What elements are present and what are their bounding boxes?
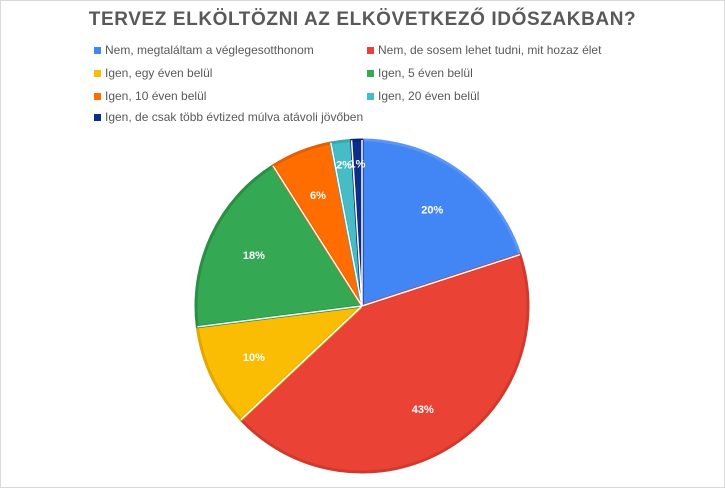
slice-separator (272, 165, 363, 307)
slice-separator (361, 253, 521, 307)
slice-label: 2% (336, 159, 352, 171)
legend-item: Nem, megtaláltam a véglegesotthonom (94, 43, 314, 57)
pie-slice (194, 164, 364, 329)
slice-separator (330, 142, 363, 307)
slice-label: 43% (412, 404, 434, 416)
legend-item: Igen, 20 éven belül (367, 89, 479, 103)
pie-slice (195, 304, 364, 422)
legend-item: Nem, de sosem lehet tudni, mit hozaz éle… (367, 43, 601, 57)
legend-swatch (367, 92, 374, 100)
legend-item: Igen, de csak több évtized múlva atávoli… (94, 110, 363, 124)
legend-label: Igen, 10 éven belül (105, 89, 207, 103)
slice-separator (350, 140, 363, 307)
pie-slice (360, 138, 522, 308)
legend-label: Igen, de csak több évtized múlva atávoli… (105, 110, 364, 124)
legend-swatch (94, 46, 101, 54)
slice-label: 1% (350, 158, 366, 170)
slice-label: 18% (243, 250, 265, 262)
legend-label: Nem, megtaláltam a véglegesotthonom (105, 43, 314, 57)
legend-swatch (94, 92, 101, 100)
chart-title: TERVEZ ELKÖLTÖZNI AZ ELKÖVETKEZŐ IDŐSZAK… (88, 9, 637, 30)
legend-label: Igen, 5 éven belül (378, 66, 473, 80)
legend-swatch (94, 113, 101, 121)
pie-slice (239, 253, 530, 474)
legend-item: Igen, 5 éven belül (367, 66, 473, 80)
legend-swatch (367, 46, 374, 54)
slice-label: 10% (243, 352, 265, 364)
legend-item: Igen, egy éven belül (94, 66, 212, 80)
legend-swatch (367, 69, 374, 77)
legend-item: Igen, 10 éven belül (94, 89, 206, 103)
slice-label: 6% (310, 190, 326, 202)
legend-label: Igen, 20 éven belül (378, 89, 480, 103)
legend-swatch (94, 69, 101, 77)
slice-label: 20% (421, 204, 443, 216)
legend-label: Igen, egy éven belül (105, 66, 213, 80)
legend-label: Nem, de sosem lehet tudni, mit hozaz éle… (378, 43, 602, 57)
slice-separator (197, 305, 363, 328)
slice-separator (240, 305, 363, 421)
